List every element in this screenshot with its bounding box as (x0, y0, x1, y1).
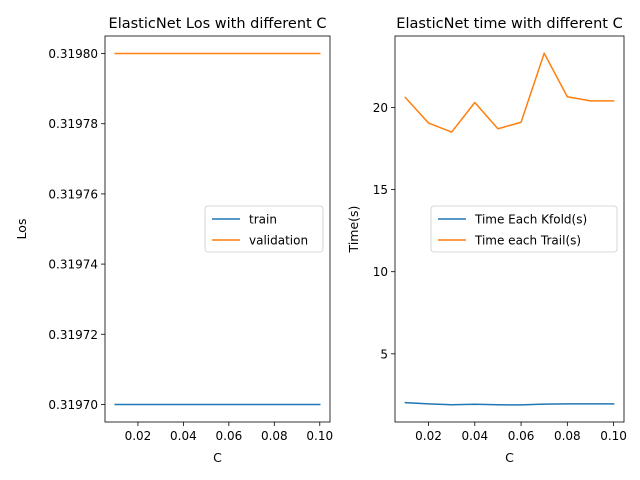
loss-legend: train validation (204, 205, 324, 253)
loss-y-tick-label: 0.31978 (48, 117, 98, 131)
time-y-tick-label: 10 (373, 265, 388, 279)
time-chart: 0.02 0.04 0.06 0.08 0.10 5 10 15 20 ElasticNet ti… (346, 16, 627, 465)
loss-legend-label-0: train (249, 213, 277, 227)
time-series-line-0 (404, 401, 615, 406)
time-plot-frame (394, 35, 625, 423)
loss-x-tick-label: 0.08 (261, 429, 288, 443)
loss-x-axis-label: C (213, 450, 222, 465)
loss-plot-frame (104, 35, 331, 423)
loss-y-axis-label: Los (14, 219, 29, 240)
time-series-line-1 (404, 52, 615, 133)
time-x-axis-label: C (505, 450, 514, 465)
loss-chart-title: ElasticNet Los with different C (109, 16, 327, 32)
time-y-tick-label: 5 (380, 347, 388, 361)
loss-y-tick-label: 0.31972 (48, 328, 98, 342)
loss-legend-label-1: validation (249, 234, 308, 248)
loss-x-tick-label: 0.02 (125, 429, 152, 443)
loss-x-tick-label: 0.04 (170, 429, 197, 443)
time-chart-title: ElasticNet time with different C (396, 16, 622, 32)
loss-y-tick-label: 0.31974 (48, 258, 98, 272)
time-y-tick-label: 15 (373, 183, 388, 197)
time-y-tick-label: 20 (373, 101, 388, 115)
loss-y-tick-label: 0.31980 (48, 47, 98, 61)
time-x-tick-label: 0.02 (415, 429, 442, 443)
loss-x-tick-label: 0.10 (306, 429, 333, 443)
time-x-tick-label: 0.04 (461, 429, 488, 443)
time-x-tick-label: 0.06 (508, 429, 535, 443)
loss-chart: 0.02 0.04 0.06 0.08 0.10 0.31970 0.31972 0.3197… (14, 16, 333, 465)
time-legend-label-0: Time Each Kfold(s) (474, 213, 587, 227)
time-legend-label-1: Time each Trail(s) (474, 234, 581, 248)
loss-x-tick-label: 0.06 (216, 429, 243, 443)
time-legend-box (430, 205, 618, 253)
time-legend: Time Each Kfold(s) Time each Trail(s) (430, 205, 618, 253)
loss-y-tick-label: 0.31976 (48, 187, 98, 201)
loss-y-tick-label: 0.31970 (48, 398, 98, 412)
time-y-axis-label: Time(s) (346, 206, 361, 254)
time-x-tick-label: 0.10 (600, 429, 627, 443)
time-x-tick-label: 0.08 (554, 429, 581, 443)
